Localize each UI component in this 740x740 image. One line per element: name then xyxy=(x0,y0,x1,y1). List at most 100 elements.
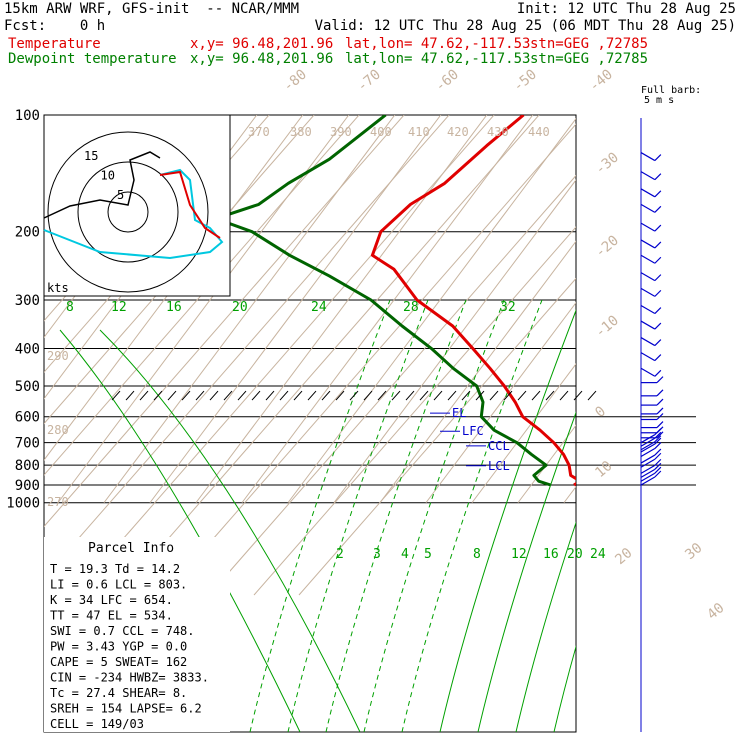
wind-barb-flag xyxy=(654,354,662,362)
wind-barb xyxy=(640,171,656,181)
parcel-info-title: Parcel Info xyxy=(88,541,174,556)
dry-adiabat xyxy=(44,115,450,579)
mixing-ratio-lines xyxy=(59,299,740,732)
wind-barb xyxy=(640,287,656,297)
mixing-label-lower: 2 xyxy=(336,547,344,562)
mixing-ratio-labels: 8 12 16 20 24 28 32 2 3 4 5 8 12 16 20 24 xyxy=(66,300,606,562)
el-hatch xyxy=(111,390,121,401)
temp-legend-stn: stn=GEG ,72785 xyxy=(530,36,649,52)
wind-barb-flag xyxy=(654,274,662,282)
wind-barb-flag xyxy=(654,435,662,443)
theta-label: 280 xyxy=(47,423,69,437)
forecast-hour: Fcst: 0 h xyxy=(4,18,106,34)
mixing-ratio-line xyxy=(630,300,740,732)
pressure-label-500: 500 xyxy=(15,379,40,395)
el-hatch xyxy=(363,390,373,401)
wind-barb xyxy=(640,441,656,451)
el-hatch xyxy=(587,390,597,401)
mixing-ratio-line xyxy=(592,300,732,732)
parcel-row: T = 19.3 Td = 14.2 xyxy=(50,562,180,576)
dry-adiabat xyxy=(208,174,576,596)
el-hatch xyxy=(293,390,303,401)
isotherm-label: -10 xyxy=(592,313,622,342)
temp-legend-latlon: lat,lon= 47.62,-117.53 xyxy=(345,36,531,52)
isotherm xyxy=(241,115,534,504)
wind-barb xyxy=(640,222,656,232)
isotherm-label: -70 xyxy=(354,67,384,96)
hodo-trace-red xyxy=(159,170,221,239)
mixing-ratio-line xyxy=(553,644,576,732)
parcel-row: SWI = 0.7 CCL = 748. xyxy=(50,624,195,638)
theta-label: 390 xyxy=(330,125,352,139)
mixing-label-lower: 20 xyxy=(567,547,583,562)
el-hatch xyxy=(531,390,541,401)
wind-barb-flag xyxy=(654,452,662,460)
wind-barb-flag xyxy=(654,437,662,445)
hodograph-ring xyxy=(107,191,149,233)
parcel-row: TT = 47 EL = 534. xyxy=(50,609,173,623)
hodograph-ring xyxy=(47,131,209,293)
isotherm xyxy=(379,240,576,504)
wind-barb-flag xyxy=(654,442,662,449)
mixing-label-lower: 8 xyxy=(473,547,481,562)
mixing-label-lower: 24 xyxy=(590,547,606,562)
isotherm-label: -50 xyxy=(510,67,540,96)
wind-barb xyxy=(640,320,656,330)
wind-barb-flag xyxy=(656,389,664,397)
isotherm xyxy=(425,301,576,504)
theta-label: 370 xyxy=(248,125,270,139)
wind-barb xyxy=(640,468,656,478)
el-hatch xyxy=(503,390,513,401)
el-hatch xyxy=(139,390,149,401)
wind-barb-flag xyxy=(656,431,664,439)
wind-barb xyxy=(640,472,656,482)
wind-barb xyxy=(640,443,656,453)
barb-legend-units: 5 m s xyxy=(644,95,675,106)
theta-label: 430 xyxy=(487,125,509,139)
el-hatch xyxy=(447,390,457,401)
pressure-label-300: 300 xyxy=(15,293,40,309)
pressure-label-600: 600 xyxy=(15,410,40,426)
wind-barb xyxy=(640,239,656,249)
el-hatch xyxy=(307,390,317,401)
temp-legend-name: Temperature xyxy=(8,36,101,52)
parcel-row: CELL = 149/03 xyxy=(50,717,144,731)
el-hatch xyxy=(251,390,261,401)
dew-legend-stn: stn=GEG ,72785 xyxy=(530,51,649,67)
wind-barb-flag xyxy=(656,407,664,415)
wind-barb-flag xyxy=(654,431,662,439)
wind-barb xyxy=(640,188,656,198)
mixing-label-upper: 16 xyxy=(166,300,182,315)
wind-barb-flag xyxy=(654,322,662,330)
el-hatch xyxy=(195,390,205,401)
pressure-labels: 100 200 300 400 500 600 700 800 900 1000 xyxy=(6,108,40,512)
pressure-label-400: 400 xyxy=(15,341,40,357)
isotherm xyxy=(57,115,350,504)
isotherm-label: 40 xyxy=(704,600,727,623)
wind-barb xyxy=(640,464,656,474)
mixing-label-lower: 5 xyxy=(424,547,432,562)
dew-legend-name: Dewpoint temperature xyxy=(8,51,177,67)
el-hatch xyxy=(209,390,219,401)
init-time: Init: 12 UTC Thu 28 Aug 25 xyxy=(516,1,736,17)
valid-time: Valid: 12 UTC Thu 28 Aug 25 (06 MDT Thu … xyxy=(314,18,736,34)
level-marker-lfc: LFC xyxy=(462,424,484,438)
mixing-ratio-line xyxy=(99,329,361,732)
mixing-ratio-line xyxy=(515,521,576,732)
wind-barb-flag xyxy=(654,190,662,198)
pressure-label-100: 100 xyxy=(15,108,40,124)
hodograph-ring-label: 5 xyxy=(117,188,124,202)
wind-barb xyxy=(640,437,656,447)
dew-legend-xy: x,y= 96.48,201.96 xyxy=(190,51,334,67)
theta-label: 270 xyxy=(47,495,69,509)
wind-barb-flag xyxy=(654,448,662,456)
theta-label: 440 xyxy=(528,125,550,139)
dry-adiabat xyxy=(298,277,576,596)
isotherm xyxy=(287,117,576,504)
isotherm-label: -60 xyxy=(432,67,462,96)
el-hatch xyxy=(181,390,191,401)
el-hatch xyxy=(461,390,471,401)
dry-adiabat xyxy=(44,115,405,528)
el-hatch xyxy=(545,390,555,401)
